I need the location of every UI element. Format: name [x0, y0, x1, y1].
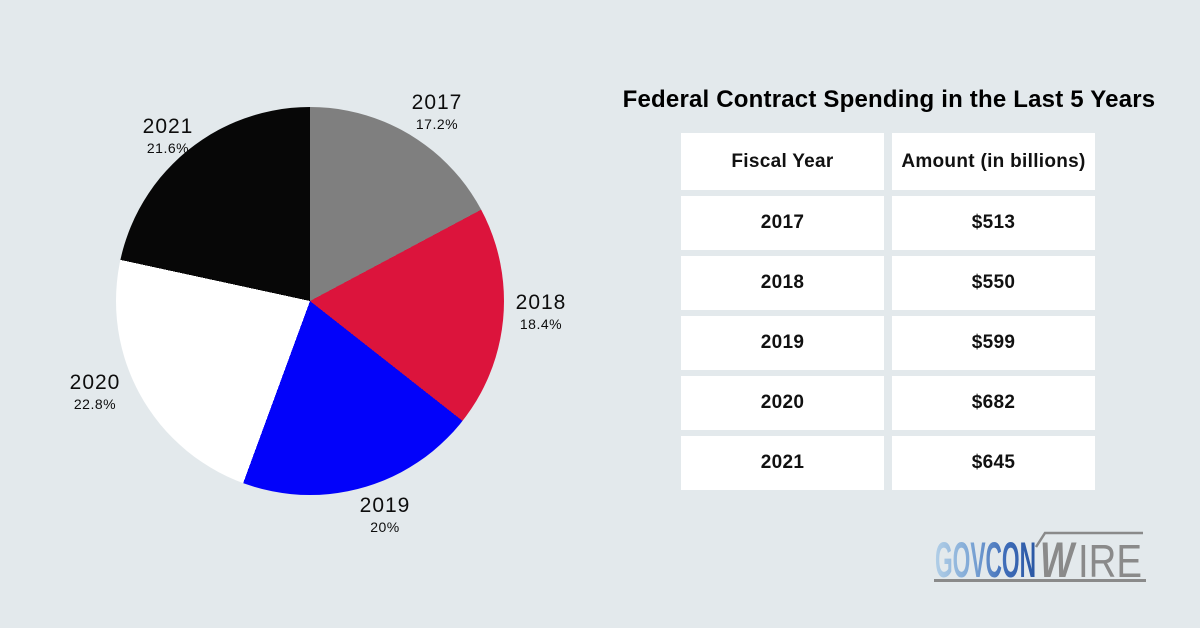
pie-label-percent: 17.2% — [415, 116, 459, 132]
pie-label-percent: 20% — [370, 519, 400, 535]
pie-label-2020: 2020 22.8% — [30, 371, 160, 413]
table-cell-amount: $645 — [892, 436, 1095, 490]
pie-label-year: 2019 — [359, 494, 411, 517]
table-cell-amount: $599 — [892, 316, 1095, 370]
pie-label-percent: 21.6% — [146, 140, 190, 156]
pie-label-2021: 2021 21.6% — [103, 115, 233, 157]
table-cell-year: 2018 — [681, 256, 884, 310]
table-cell-year: 2020 — [681, 376, 884, 430]
pie-label-2017: 2017 17.2% — [372, 91, 502, 133]
table-cell-amount: $682 — [892, 376, 1095, 430]
pie-label-2019: 2019 20% — [320, 494, 450, 536]
logo-top-rule — [1034, 531, 1143, 548]
pie-label-2018: 2018 18.4% — [476, 291, 606, 333]
table-cell-amount: $513 — [892, 196, 1095, 250]
table-header-amount: Amount (in billions) — [892, 133, 1095, 190]
pie-label-percent: 18.4% — [519, 316, 563, 332]
pie-label-year: 2021 — [142, 115, 194, 138]
table-cell-amount: $550 — [892, 256, 1095, 310]
table-cell-year: 2021 — [681, 436, 884, 490]
govconwire-logo: GOVCON W IRE — [934, 531, 1146, 588]
pie-label-percent: 22.8% — [73, 396, 117, 412]
logo-text-govcon: GOVCON — [935, 532, 1036, 588]
logo-text-w: W — [1040, 532, 1077, 588]
pie-label-year: 2018 — [515, 291, 567, 314]
spending-table: Fiscal Year Amount (in billions) 2017 $5… — [681, 133, 1095, 490]
logo-text-ire: IRE — [1078, 535, 1142, 587]
table-cell-year: 2019 — [681, 316, 884, 370]
pie-chart — [116, 107, 504, 495]
table-header-fiscal-year: Fiscal Year — [681, 133, 884, 190]
pie-label-year: 2020 — [69, 371, 121, 394]
page-title: Federal Contract Spending in the Last 5 … — [622, 86, 1156, 113]
pie-label-year: 2017 — [411, 91, 463, 114]
table-cell-year: 2017 — [681, 196, 884, 250]
